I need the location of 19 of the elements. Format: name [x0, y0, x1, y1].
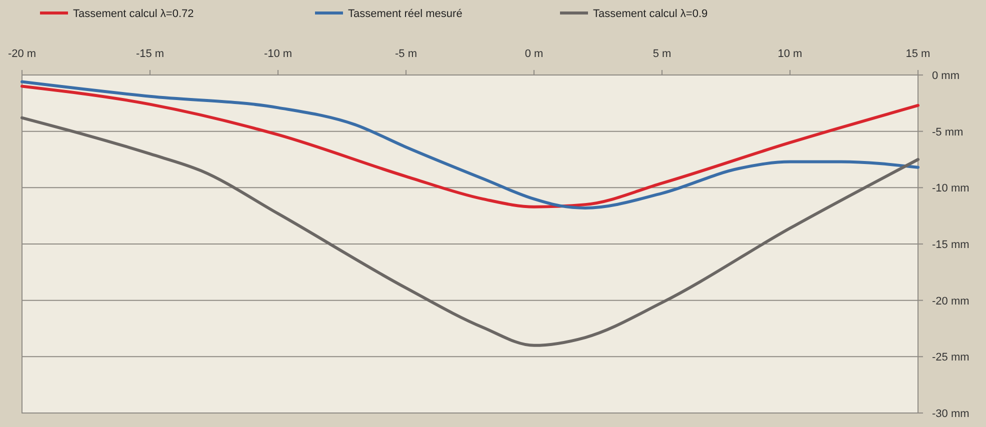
- x-tick-label: -5 m: [395, 48, 417, 60]
- x-tick-label: 5 m: [652, 48, 672, 60]
- y-tick-label: -25 mm: [932, 352, 970, 364]
- y-tick-label: 0 mm: [932, 70, 960, 82]
- legend-label: Tassement réel mesuré: [348, 8, 462, 20]
- legend-label: Tassement calcul λ=0.72: [73, 8, 194, 20]
- x-tick-label: 0 m: [524, 48, 544, 60]
- x-tick-label: -10 m: [264, 48, 292, 60]
- x-tick-label: -20 m: [8, 48, 36, 60]
- x-tick-label: 15 m: [906, 48, 930, 60]
- y-tick-label: -15 mm: [932, 239, 970, 251]
- line-series: [20, 116, 920, 347]
- y-tick-label: -30 mm: [932, 408, 970, 420]
- y-tick-label: -20 mm: [932, 295, 970, 308]
- x-tick-label: 10 m: [778, 48, 802, 60]
- legend-label: Tassement calcul λ=0.9: [593, 8, 708, 20]
- x-tick-label: -15 m: [136, 48, 164, 60]
- y-tick-label: -5 mm: [932, 126, 964, 138]
- y-tick-label: -10 mm: [932, 182, 970, 195]
